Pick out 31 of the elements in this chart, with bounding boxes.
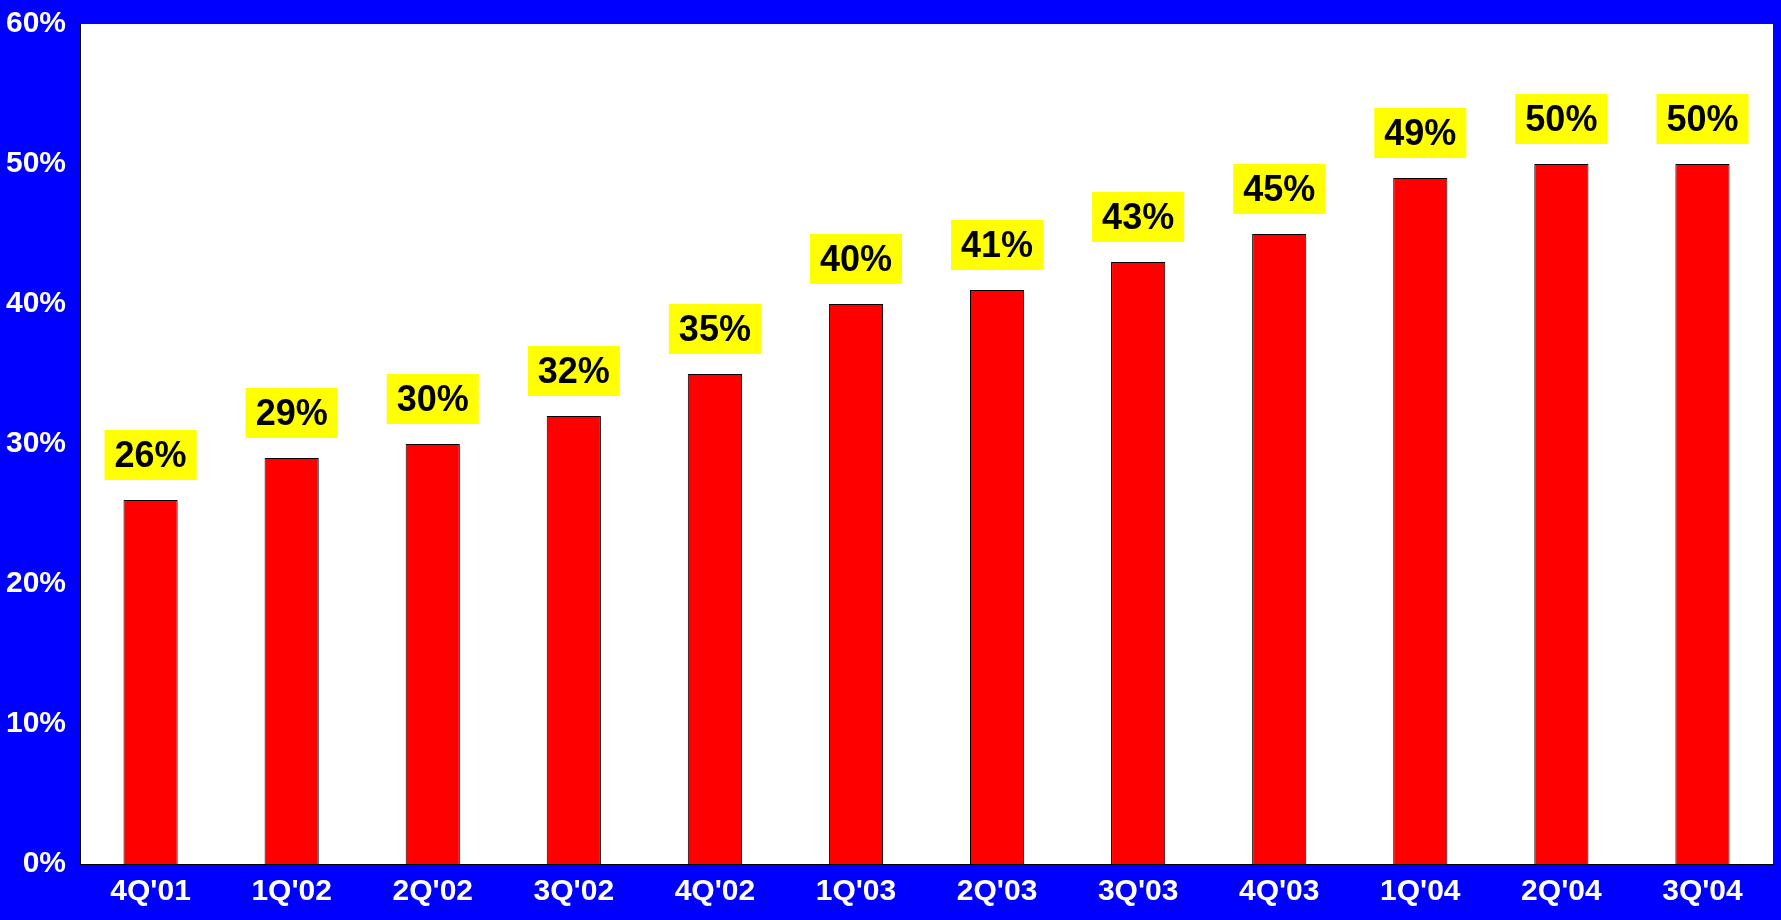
data-label: 41% bbox=[961, 223, 1034, 265]
data-label: 49% bbox=[1384, 111, 1457, 153]
y-tick-label: 40% bbox=[6, 285, 67, 319]
x-tick-label: 3Q'04 bbox=[1662, 873, 1744, 907]
y-tick-label: 60% bbox=[6, 5, 67, 39]
x-tick-label: 2Q'04 bbox=[1521, 873, 1602, 907]
y-tick-label: 10% bbox=[6, 705, 67, 739]
data-label: 35% bbox=[678, 307, 751, 349]
data-label: 43% bbox=[1102, 195, 1175, 237]
data-label: 29% bbox=[255, 391, 328, 433]
x-tick-label: 1Q'03 bbox=[815, 873, 897, 907]
y-tick-label: 30% bbox=[6, 425, 67, 459]
y-tick-label: 20% bbox=[6, 565, 67, 599]
y-tick-label: 50% bbox=[6, 145, 67, 179]
x-tick-label: 4Q'03 bbox=[1238, 873, 1320, 907]
data-label: 45% bbox=[1243, 167, 1316, 209]
data-label: 30% bbox=[396, 377, 469, 419]
x-tick-label: 4Q'02 bbox=[674, 873, 756, 907]
data-label: 32% bbox=[537, 349, 610, 391]
data-label: 50% bbox=[1666, 97, 1739, 139]
x-tick-label: 2Q'02 bbox=[392, 873, 474, 907]
x-tick-label: 2Q'03 bbox=[956, 873, 1038, 907]
x-tick-label: 1Q'02 bbox=[251, 873, 332, 907]
y-tick-label: 0% bbox=[22, 845, 67, 879]
data-label: 26% bbox=[114, 433, 187, 475]
x-tick-label: 3Q'03 bbox=[1097, 873, 1179, 907]
x-tick-label: 4Q'01 bbox=[110, 873, 191, 907]
x-tick-label: 1Q'04 bbox=[1380, 873, 1461, 907]
data-label: 40% bbox=[819, 237, 893, 279]
data-label: 50% bbox=[1525, 97, 1598, 139]
x-tick-label: 3Q'02 bbox=[533, 873, 615, 907]
